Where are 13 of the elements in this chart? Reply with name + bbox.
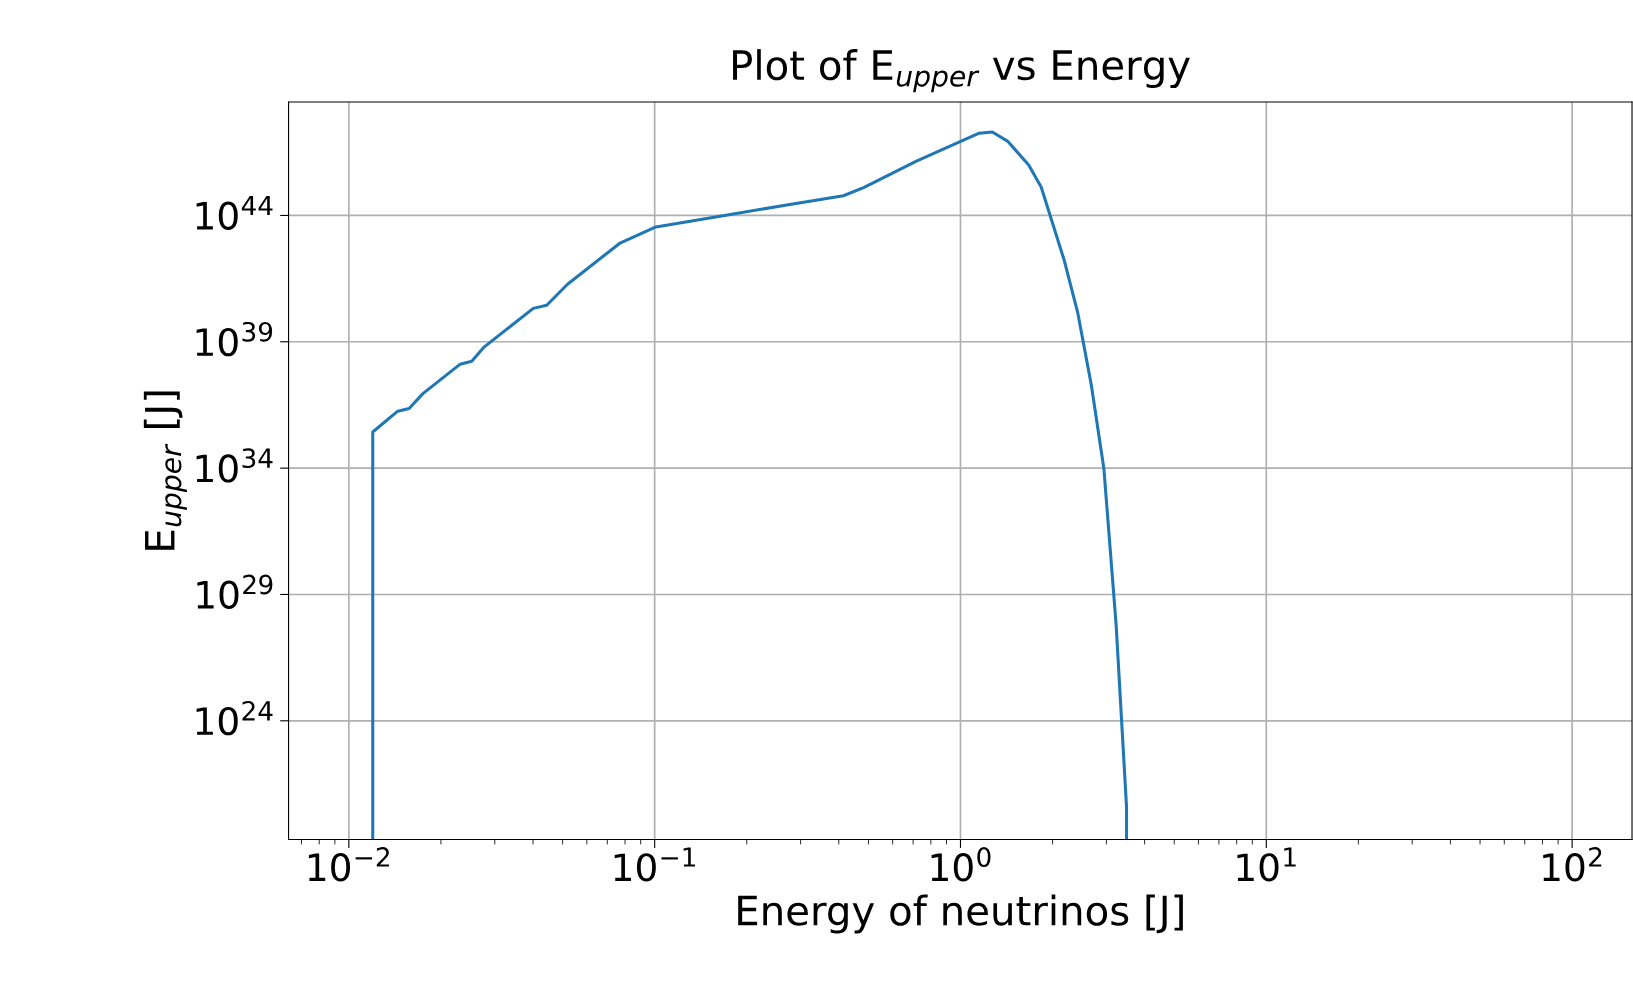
x-tick-label: 10$^{0}$ [931,847,991,882]
x-tick-label: 10$^{2}$ [1543,847,1602,882]
y-axis-title: E$_{upper}$ [J] [143,391,187,550]
y-tick-label: 10$^{44}$ [196,195,273,230]
y-tick-label: 10$^{34}$ [196,448,273,483]
y-tick-label: 10$^{24}$ [196,700,273,736]
x-tick-label: 10$^{−2}$ [308,847,389,882]
x-tick-label: 10$^{−1}$ [614,847,695,882]
y-tick-label: 10$^{39}$ [196,321,273,357]
x-axis-title: Energy of neutrinos [J] [738,894,1183,934]
x-tick-label: 10$^{1}$ [1237,847,1296,882]
chart-title: Plot of E$_{upper}$ vs Energy [733,49,1190,93]
y-tick-label: 10$^{29}$ [197,574,273,609]
